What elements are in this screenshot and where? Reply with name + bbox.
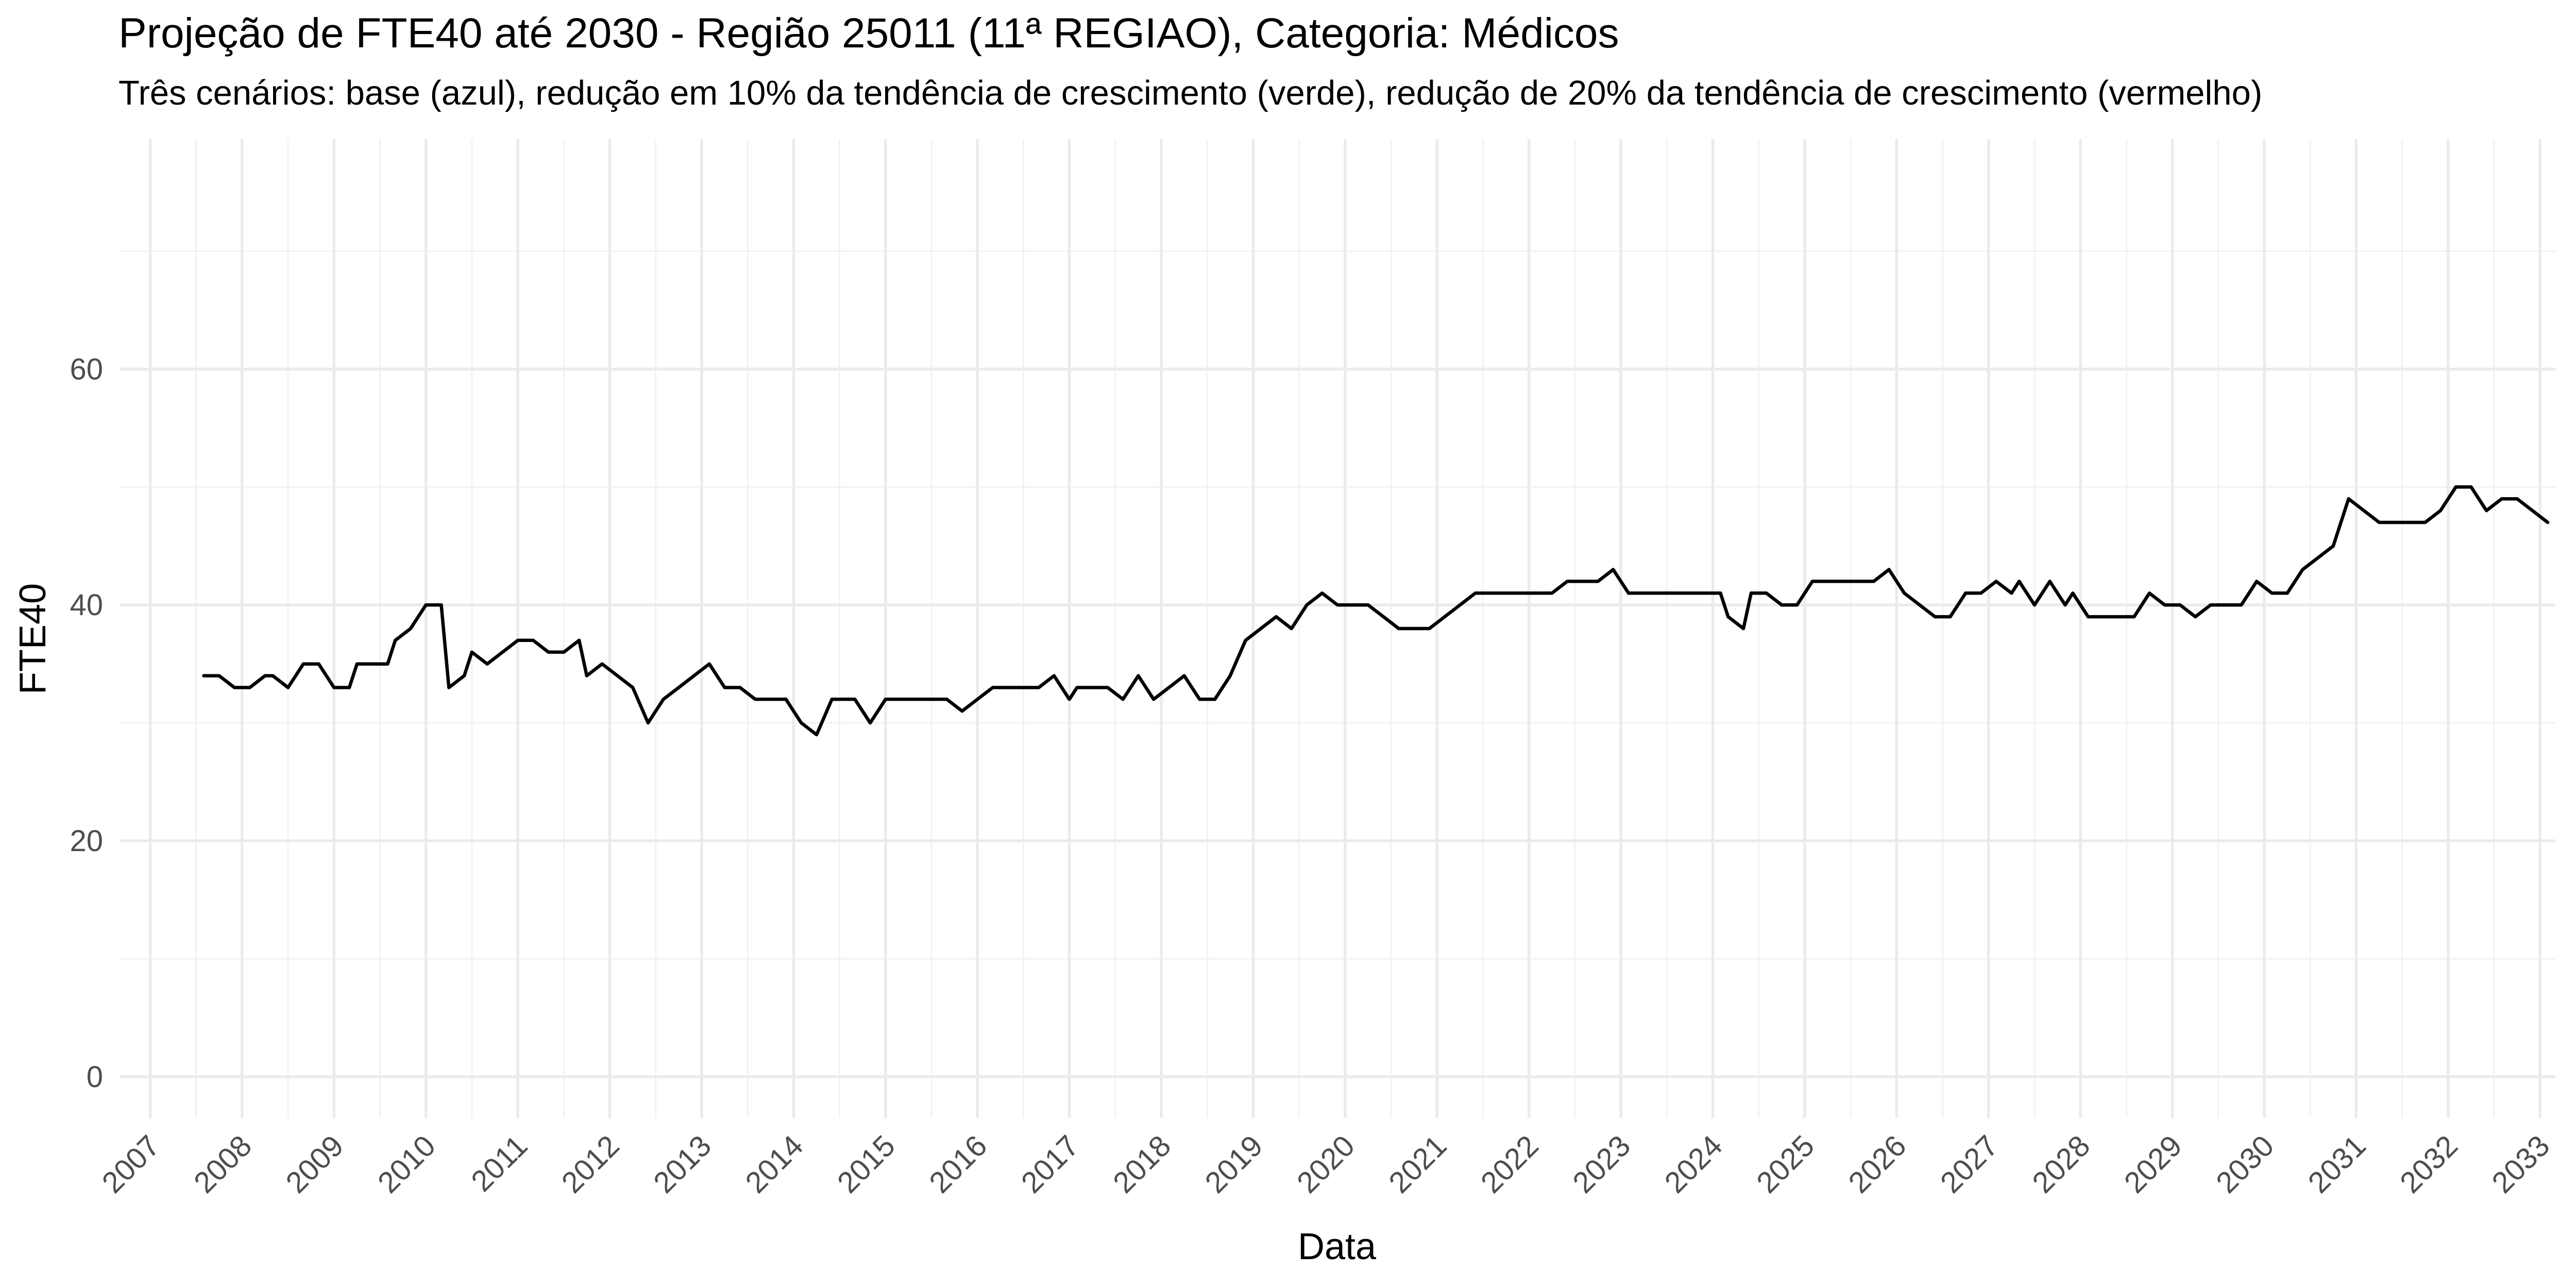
y-axis-title: FTE40 [12, 583, 54, 694]
x-tick-label: 2029 [2118, 1129, 2189, 1199]
x-tick-label: 2028 [2026, 1129, 2096, 1199]
x-tick-label: 2022 [1475, 1129, 1545, 1199]
x-tick-label: 2032 [2394, 1129, 2464, 1199]
x-tick-label: 2020 [1291, 1129, 1361, 1199]
x-tick-label: 2024 [1658, 1129, 1729, 1199]
x-tick-label: 2009 [279, 1129, 350, 1199]
x-tick-label: 2010 [371, 1129, 442, 1199]
x-tick-label: 2027 [1934, 1129, 2005, 1199]
x-tick-label: 2017 [1015, 1129, 1086, 1199]
x-tick-label: 2011 [465, 1129, 534, 1198]
x-tick-label: 2031 [2301, 1129, 2372, 1199]
x-tick-label: 2013 [647, 1129, 718, 1199]
x-tick-label: 2018 [1107, 1129, 1177, 1199]
axes-layer: 2007 2008 2009 2010 2011 2012 2013 2014 2015 2016… [70, 352, 2556, 1199]
x-tick-label: 2014 [739, 1129, 809, 1199]
x-tick-label: 2023 [1566, 1129, 1637, 1199]
x-tick-label: 2026 [1842, 1129, 1912, 1199]
grid [120, 139, 2555, 1118]
x-tick-label: 2030 [2210, 1129, 2280, 1199]
x-tick-label: 2016 [923, 1129, 993, 1199]
x-tick-label: 2021 [1382, 1129, 1453, 1199]
y-tick-label: 0 [87, 1060, 103, 1094]
x-axis-title: Data [1298, 1226, 1377, 1267]
x-tick-label: 2008 [188, 1129, 258, 1199]
y-tick-label: 20 [70, 824, 103, 858]
x-tick-label: 2019 [1198, 1129, 1269, 1199]
x-tick-label: 2012 [555, 1129, 626, 1199]
chart-subtitle: Três cenários: base (azul), redução em 1… [118, 74, 2263, 112]
series-layer [202, 485, 2550, 737]
x-tick-label: 2033 [2485, 1129, 2556, 1199]
y-tick-label: 60 [70, 352, 103, 386]
series-line-0 [202, 485, 2550, 737]
x-tick-label: 2025 [1750, 1129, 1821, 1199]
y-tick-label: 40 [70, 588, 103, 622]
x-tick-label: 2015 [831, 1129, 902, 1199]
chart-title: Projeção de FTE40 até 2030 - Região 2501… [118, 10, 1619, 57]
x-tick-label: 2007 [95, 1129, 166, 1199]
